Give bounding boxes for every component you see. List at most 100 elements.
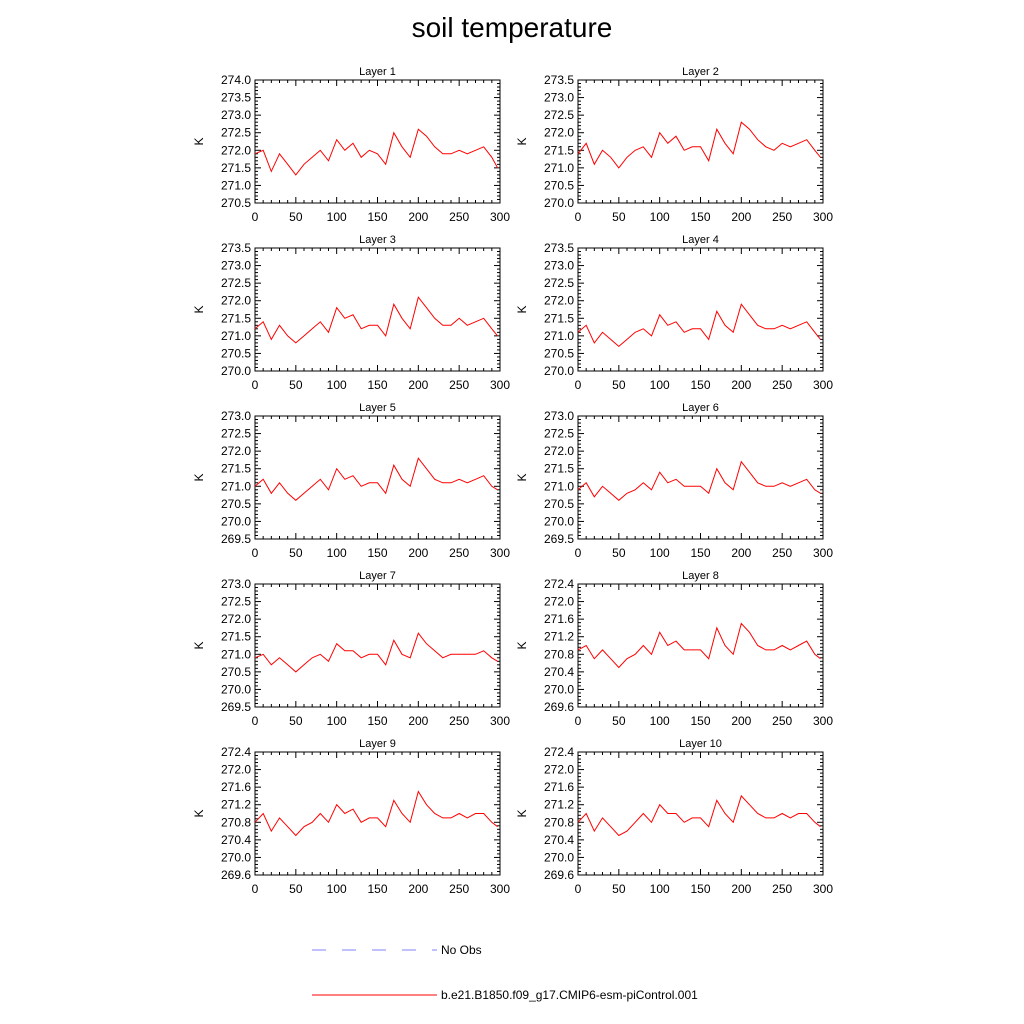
panel-layer-9: Layer 9 K 269.6 270.0 270.4 270.8 271.2 271.6 27… bbox=[192, 738, 510, 896]
y-tick-label: 272.5 bbox=[544, 276, 574, 290]
panel-layer-1: Layer 1 K 270.5 271.0 271.5 272.0 272.5 273.0 27… bbox=[192, 66, 510, 224]
y-tick-label: 270.4 bbox=[544, 665, 574, 679]
x-tick-label: 100 bbox=[327, 210, 347, 224]
x-tick-label: 100 bbox=[650, 378, 670, 392]
y-tick-label: 273.5 bbox=[544, 241, 574, 255]
x-tick-label: 50 bbox=[289, 882, 303, 896]
x-tick-label: 300 bbox=[813, 714, 833, 728]
x-tick-label: 0 bbox=[252, 882, 259, 896]
series-line bbox=[577, 794, 821, 837]
y-tick-label: 270.5 bbox=[544, 497, 574, 511]
panel-layer-8: Layer 8 K 269.6 270.0 270.4 270.8 271.2 271.6 27… bbox=[515, 570, 833, 728]
panel-title: Layer 2 bbox=[682, 66, 719, 78]
y-tick-label: 270.0 bbox=[544, 850, 574, 864]
x-tick-label: 300 bbox=[813, 882, 833, 896]
y-tick-label: 271.0 bbox=[221, 479, 251, 493]
x-tick-label: 300 bbox=[813, 378, 833, 392]
x-tick-label: 150 bbox=[367, 882, 387, 896]
x-tick-label: 200 bbox=[408, 210, 428, 224]
y-tick-label: 269.6 bbox=[544, 868, 574, 882]
x-tick-label: 300 bbox=[490, 882, 510, 896]
x-tick-label: 250 bbox=[772, 546, 792, 560]
panel-title: Layer 6 bbox=[682, 402, 719, 414]
y-axis-label: K bbox=[192, 641, 206, 649]
x-tick-label: 0 bbox=[252, 714, 259, 728]
y-tick-label: 272.4 bbox=[544, 577, 574, 591]
x-tick-label: 250 bbox=[449, 546, 469, 560]
plot-frame bbox=[254, 79, 501, 204]
series-line bbox=[254, 128, 499, 176]
y-tick-label: 271.0 bbox=[221, 647, 251, 661]
y-tick-label: 272.0 bbox=[544, 444, 574, 458]
y-tick-label: 270.5 bbox=[221, 665, 251, 679]
y-tick-label: 270.5 bbox=[544, 178, 574, 192]
y-tick-label: 270.8 bbox=[221, 815, 251, 829]
y-tick-label: 270.0 bbox=[221, 850, 251, 864]
x-tick-label: 150 bbox=[367, 714, 387, 728]
y-tick-label: 273.0 bbox=[221, 409, 251, 423]
y-tick-label: 270.4 bbox=[221, 833, 251, 847]
x-tick-label: 0 bbox=[575, 378, 582, 392]
x-tick-label: 100 bbox=[327, 882, 347, 896]
y-axis-label: K bbox=[192, 473, 206, 481]
x-tick-label: 150 bbox=[690, 546, 710, 560]
y-axis-label: K bbox=[515, 809, 529, 817]
y-tick-label: 271.0 bbox=[544, 161, 574, 175]
panel-title: Layer 8 bbox=[682, 570, 719, 582]
y-tick-label: 270.5 bbox=[221, 196, 251, 210]
y-tick-label: 269.6 bbox=[544, 700, 574, 714]
y-tick-label: 271.2 bbox=[544, 798, 574, 812]
y-tick-label: 271.5 bbox=[221, 462, 251, 476]
x-tick-label: 250 bbox=[772, 714, 792, 728]
y-tick-label: 270.0 bbox=[544, 364, 574, 378]
panel-title: Layer 4 bbox=[682, 234, 719, 246]
y-axis-label: K bbox=[192, 137, 206, 145]
panel-layer-5: Layer 5 K 269.5 270.0 270.5 271.0 271.5 272.0 27… bbox=[192, 402, 510, 560]
y-tick-label: 271.6 bbox=[221, 780, 251, 794]
y-tick-label: 272.0 bbox=[221, 763, 251, 777]
plot-frame bbox=[577, 247, 824, 372]
y-tick-label: 273.0 bbox=[544, 91, 574, 105]
x-tick-label: 100 bbox=[650, 714, 670, 728]
y-tick-label: 270.8 bbox=[544, 815, 574, 829]
series-line bbox=[577, 622, 821, 669]
y-tick-label: 271.5 bbox=[544, 311, 574, 325]
y-tick-label: 271.6 bbox=[544, 612, 574, 626]
y-tick-label: 269.5 bbox=[221, 532, 251, 546]
y-tick-label: 270.5 bbox=[221, 346, 251, 360]
y-tick-label: 270.8 bbox=[544, 647, 574, 661]
x-tick-label: 150 bbox=[367, 546, 387, 560]
x-tick-label: 200 bbox=[408, 882, 428, 896]
x-tick-label: 50 bbox=[289, 378, 303, 392]
x-tick-label: 100 bbox=[327, 714, 347, 728]
y-tick-label: 269.5 bbox=[221, 700, 251, 714]
y-tick-label: 273.0 bbox=[221, 577, 251, 591]
y-tick-label: 272.5 bbox=[221, 276, 251, 290]
y-tick-label: 270.0 bbox=[221, 514, 251, 528]
y-tick-label: 272.5 bbox=[221, 126, 251, 140]
plot-frame bbox=[254, 415, 501, 540]
x-tick-label: 0 bbox=[252, 210, 259, 224]
panel-title: Layer 1 bbox=[359, 66, 396, 78]
x-tick-label: 150 bbox=[690, 714, 710, 728]
y-tick-label: 272.0 bbox=[544, 763, 574, 777]
x-tick-label: 0 bbox=[575, 210, 582, 224]
y-tick-label: 271.5 bbox=[544, 462, 574, 476]
y-tick-label: 272.0 bbox=[221, 294, 251, 308]
y-tick-label: 273.5 bbox=[221, 91, 251, 105]
panel-title: Layer 3 bbox=[359, 234, 396, 246]
y-tick-label: 271.5 bbox=[221, 161, 251, 175]
x-tick-label: 50 bbox=[612, 210, 626, 224]
y-tick-label: 272.0 bbox=[544, 294, 574, 308]
panel-layer-10: Layer 10 K 269.6 270.0 270.4 270.8 271.2 271.6 2… bbox=[515, 738, 833, 896]
y-tick-label: 271.0 bbox=[544, 329, 574, 343]
x-tick-label: 200 bbox=[408, 378, 428, 392]
x-tick-label: 150 bbox=[367, 378, 387, 392]
y-tick-label: 271.6 bbox=[544, 780, 574, 794]
x-tick-label: 150 bbox=[690, 378, 710, 392]
panel-title: Layer 5 bbox=[359, 402, 396, 414]
x-tick-label: 300 bbox=[490, 546, 510, 560]
x-tick-label: 200 bbox=[731, 378, 751, 392]
x-tick-label: 100 bbox=[650, 210, 670, 224]
series-line bbox=[577, 121, 821, 169]
